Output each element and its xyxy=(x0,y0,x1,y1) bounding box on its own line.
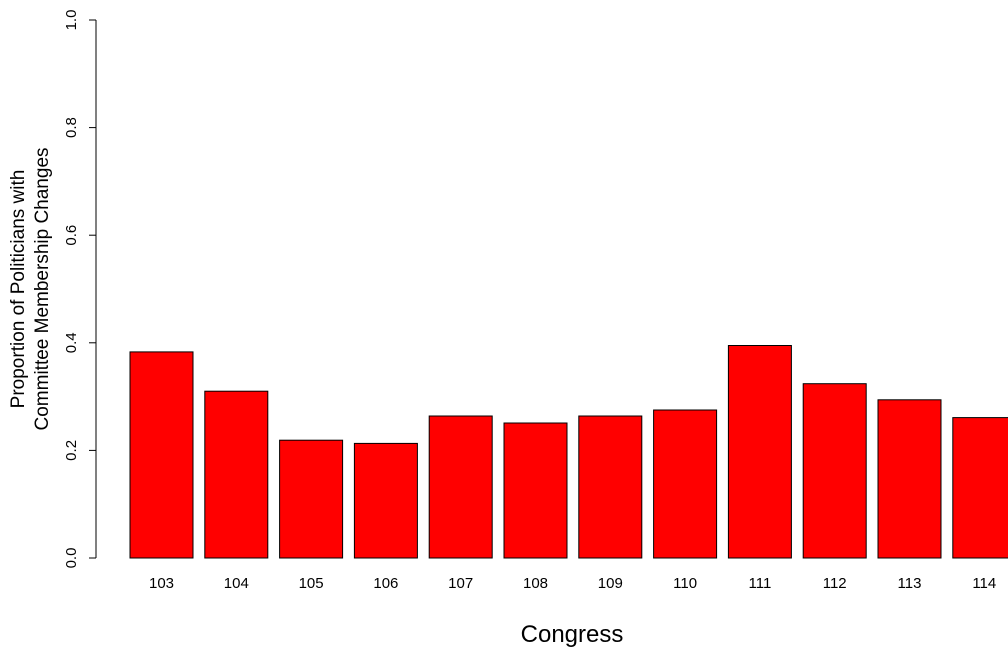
y-tick-label: 0.4 xyxy=(63,332,80,353)
y-axis: 0.0 0.2 0.4 0.6 0.8 1.0 xyxy=(63,10,97,569)
bar-110 xyxy=(653,409,718,559)
bar-112 xyxy=(802,383,867,559)
bar-107 xyxy=(428,415,493,559)
x-category-label: 107 xyxy=(448,575,473,592)
y-axis-title-line-2: Committee Membership Changes xyxy=(32,147,53,430)
x-category-label: 103 xyxy=(149,575,174,592)
y-tick-label: 0.6 xyxy=(63,225,80,246)
bars-layer xyxy=(129,345,1008,559)
y-tick-label: 0.0 xyxy=(63,548,80,569)
bar-106 xyxy=(353,442,418,559)
bar-108 xyxy=(503,422,568,559)
x-category-label: 105 xyxy=(299,575,324,592)
bar-103 xyxy=(129,351,194,559)
x-category-label: 108 xyxy=(523,575,548,592)
x-category-label: 114 xyxy=(972,575,996,592)
x-category-label: 113 xyxy=(898,575,922,592)
x-category-label: 110 xyxy=(673,575,697,592)
x-axis-title: Congress xyxy=(521,621,624,648)
x-category-label: 111 xyxy=(748,575,771,592)
x-category-label: 106 xyxy=(373,575,398,592)
y-tick-label: 0.8 xyxy=(63,117,80,138)
y-tick-label: 1.0 xyxy=(63,10,80,31)
bar-111 xyxy=(727,345,792,559)
bar-104 xyxy=(204,390,269,559)
bar-105 xyxy=(279,439,344,559)
x-axis: 103 104 105 106 107 108 109 110 111 112 113 114 xyxy=(149,575,996,592)
bar-113 xyxy=(877,399,942,559)
bar-109 xyxy=(578,415,643,559)
x-category-label: 112 xyxy=(823,575,847,592)
x-category-label: 104 xyxy=(224,575,249,592)
y-tick-label: 0.2 xyxy=(63,440,80,461)
y-axis-title-line-1: Proportion of Politicians with xyxy=(8,170,29,409)
x-category-label: 109 xyxy=(598,575,623,592)
bar-114 xyxy=(952,417,1008,559)
